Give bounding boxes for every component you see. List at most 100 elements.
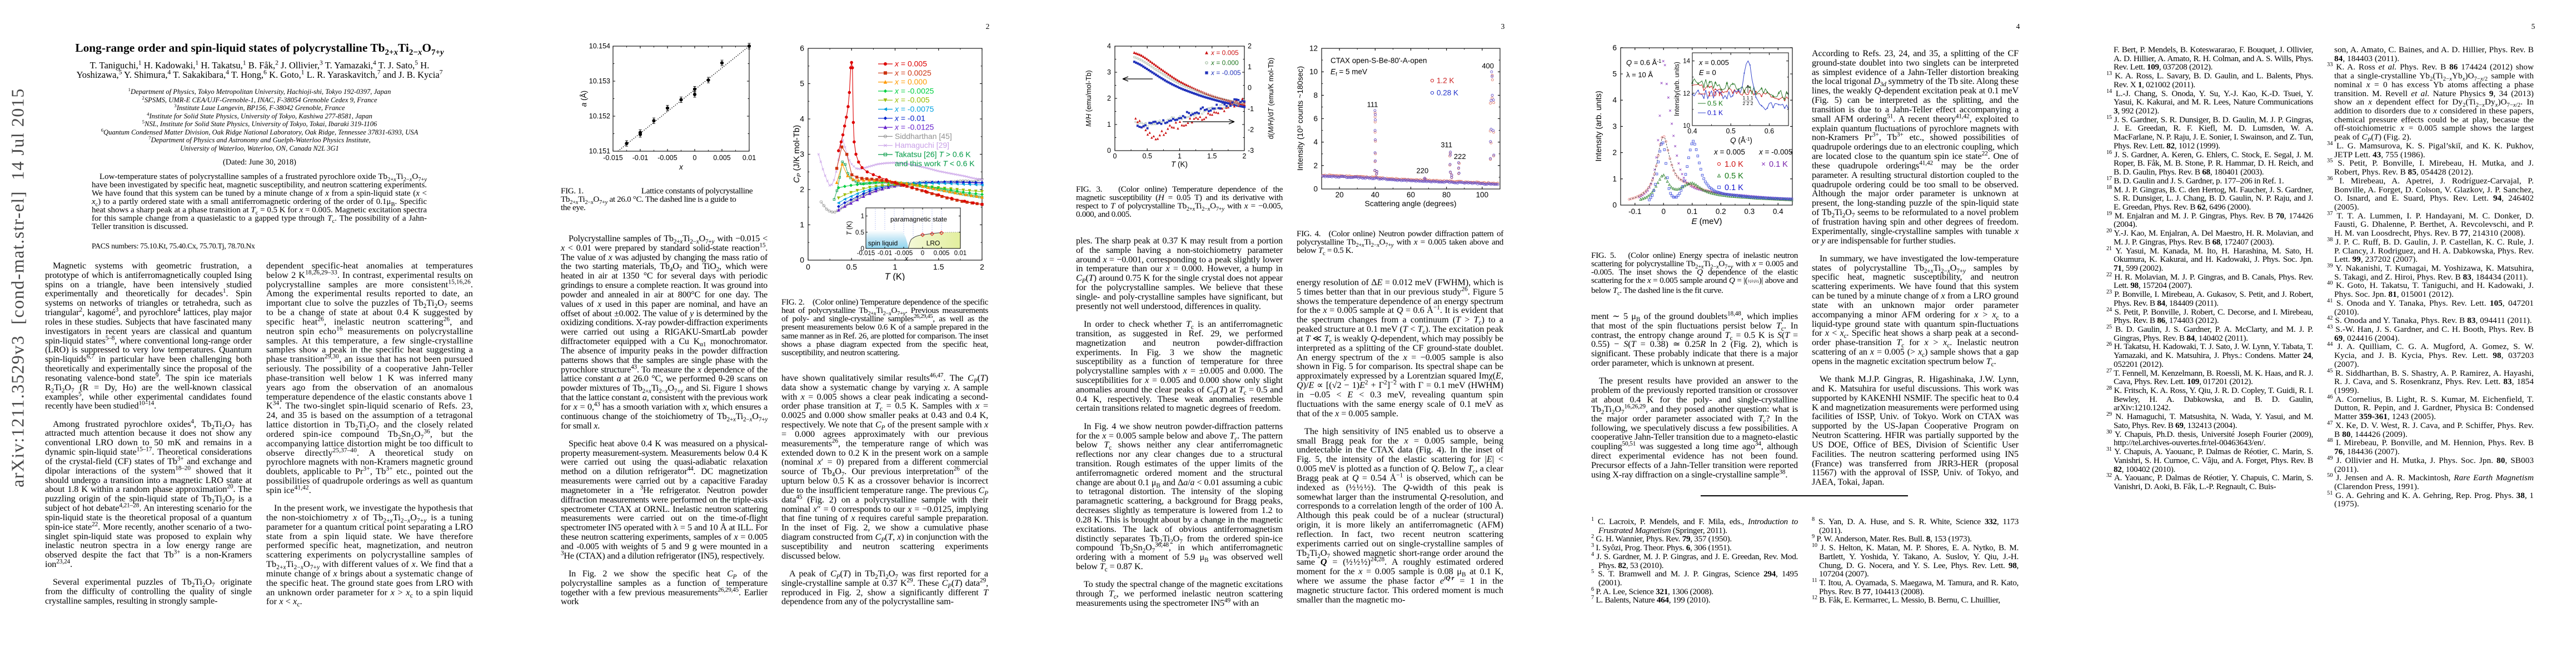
svg-text:E (meV): E (meV) xyxy=(1691,217,1722,226)
svg-text:x = 0.005: x = 0.005 xyxy=(1210,49,1239,57)
svg-text:x = -0.0075: x = -0.0075 xyxy=(894,104,934,113)
svg-text:-0.01: -0.01 xyxy=(878,250,892,257)
svg-text:10.154: 10.154 xyxy=(589,42,610,50)
svg-text:1.5: 1.5 xyxy=(1207,152,1217,160)
svg-text:20: 20 xyxy=(1336,191,1344,199)
svg-text:2: 2 xyxy=(1612,148,1617,157)
svg-text:4: 4 xyxy=(1313,138,1318,146)
svg-text:0.28 K: 0.28 K xyxy=(1437,89,1458,97)
svg-text:0.1 K: 0.1 K xyxy=(1725,183,1743,192)
svg-text:-0.015: -0.015 xyxy=(603,154,622,162)
svg-text:5: 5 xyxy=(1612,70,1617,78)
svg-text:0.5: 0.5 xyxy=(846,262,858,271)
svg-text:10.152: 10.152 xyxy=(589,112,610,120)
svg-text:a (Å): a (Å) xyxy=(580,91,588,107)
svg-text:0.3: 0.3 xyxy=(1744,207,1755,216)
svg-text:3: 3 xyxy=(800,150,804,158)
svg-text:T (K): T (K) xyxy=(1171,160,1188,168)
svg-text:x = 0.005: x = 0.005 xyxy=(1698,58,1729,67)
svg-text:Intensity(arb. units): Intensity(arb. units) xyxy=(1674,62,1681,116)
svg-text:x = -0.0125: x = -0.0125 xyxy=(894,123,934,132)
svg-text:80: 80 xyxy=(1442,191,1451,199)
svg-text:0.5: 0.5 xyxy=(855,230,864,236)
svg-text:1.0 K: 1.0 K xyxy=(1707,90,1723,98)
svg-text:x = 0.000: x = 0.000 xyxy=(894,77,927,86)
svg-text:-0.005: -0.005 xyxy=(895,250,913,257)
svg-text:T (K): T (K) xyxy=(885,272,905,281)
svg-text:and this work T < 0.6 K: and this work T < 0.6 K xyxy=(895,159,975,168)
svg-text:3: 3 xyxy=(1612,122,1617,131)
svg-text:222: 222 xyxy=(1454,152,1466,161)
svg-text:0.4: 0.4 xyxy=(1687,127,1697,135)
svg-text:2: 2 xyxy=(1248,42,1252,50)
svg-text:6: 6 xyxy=(1313,115,1318,123)
svg-text:x = 0.000: x = 0.000 xyxy=(1210,59,1239,67)
svg-text:0: 0 xyxy=(806,262,810,271)
svg-text:2 2 2: 2 2 2 xyxy=(1743,101,1753,106)
svg-text:-0.015: -0.015 xyxy=(857,250,875,257)
svg-text:0.5: 0.5 xyxy=(1143,152,1152,160)
svg-text:1 1 1: 1 1 1 xyxy=(1743,95,1753,101)
svg-text:0.5 K: 0.5 K xyxy=(1725,172,1743,181)
svg-text:x = 0.0025: x = 0.0025 xyxy=(894,68,931,77)
svg-text:T (K): T (K) xyxy=(846,221,853,236)
svg-text:paramagnetic state: paramagnetic state xyxy=(890,215,947,223)
svg-text:Takatsu [26] T > 0.6 K: Takatsu [26] T > 0.6 K xyxy=(895,150,971,159)
svg-text:Hamaguchi [29]: Hamaguchi [29] xyxy=(895,141,949,150)
svg-text:4: 4 xyxy=(1612,96,1617,104)
svg-text:-3: -3 xyxy=(1248,147,1254,155)
svg-text:x = -0.005: x = -0.005 xyxy=(1758,148,1792,156)
svg-text:0.5: 0.5 xyxy=(1726,127,1736,135)
svg-text:220: 220 xyxy=(1417,167,1429,175)
svg-text:2: 2 xyxy=(980,262,984,271)
svg-text:1: 1 xyxy=(861,213,864,220)
svg-text:0.5 K: 0.5 K xyxy=(1707,99,1723,107)
svg-text:12: 12 xyxy=(1683,91,1690,97)
svg-text:1.2 K: 1.2 K xyxy=(1437,77,1454,85)
svg-text:x: x xyxy=(679,163,684,171)
svg-text:1: 1 xyxy=(1107,121,1111,128)
svg-text:5: 5 xyxy=(800,79,804,88)
svg-text:x: x xyxy=(904,255,909,262)
svg-text:x = 0.005: x = 0.005 xyxy=(894,59,927,68)
svg-text:0: 0 xyxy=(861,246,864,252)
svg-text:0.01: 0.01 xyxy=(743,154,756,162)
svg-text:0: 0 xyxy=(1113,152,1117,160)
svg-text:6: 6 xyxy=(800,44,804,53)
svg-text:0.1: 0.1 xyxy=(1687,207,1697,216)
svg-text:0: 0 xyxy=(1612,201,1617,210)
svg-text:10.151: 10.151 xyxy=(589,147,610,155)
svg-text:M/H (emu/mol-Tb): M/H (emu/mol-Tb) xyxy=(1085,70,1093,126)
svg-text:311: 311 xyxy=(1441,141,1452,149)
svg-text:Scattering angle (degrees): Scattering angle (degrees) xyxy=(1365,199,1457,208)
svg-text:0.4: 0.4 xyxy=(1773,207,1783,216)
svg-text:1: 1 xyxy=(1248,63,1252,71)
svg-text:Ef = 5 meV: Ef = 5 meV xyxy=(1331,67,1367,77)
svg-text:x = -0.005: x = -0.005 xyxy=(894,96,930,104)
svg-text:1.0 K: 1.0 K xyxy=(1725,160,1743,169)
svg-text:0: 0 xyxy=(1107,147,1111,155)
svg-text:100: 100 xyxy=(1476,191,1489,199)
svg-text:111: 111 xyxy=(1367,100,1378,108)
svg-text:0.005: 0.005 xyxy=(934,250,950,257)
svg-text:-0.1: -0.1 xyxy=(1628,207,1641,216)
svg-text:1: 1 xyxy=(800,220,804,229)
svg-text:x = -0.01: x = -0.01 xyxy=(894,113,925,122)
svg-text:10.153: 10.153 xyxy=(589,77,610,85)
svg-text:2: 2 xyxy=(1313,161,1318,170)
svg-text:0.1 K: 0.1 K xyxy=(1769,160,1788,169)
svg-text:Siddharthan [45]: Siddharthan [45] xyxy=(895,132,952,141)
svg-text:14: 14 xyxy=(1683,58,1690,65)
svg-text:d(M/H)/dT (emu/K mol-Tb): d(M/H)/dT (emu/K mol-Tb) xyxy=(1267,58,1275,140)
svg-text:400: 400 xyxy=(1482,62,1494,70)
svg-text:x = -0.0025: x = -0.0025 xyxy=(894,86,934,95)
svg-text:Q (Å-1): Q (Å-1) xyxy=(1730,136,1752,145)
svg-text:1: 1 xyxy=(893,262,898,271)
svg-text:-2: -2 xyxy=(1248,126,1254,133)
svg-text:1: 1 xyxy=(1178,152,1182,160)
svg-text:CP (J/K mol-Tb): CP (J/K mol-Tb) xyxy=(792,125,803,183)
svg-text:0.1 K: 0.1 K xyxy=(1707,109,1723,117)
svg-text:0.6: 0.6 xyxy=(1765,127,1774,135)
svg-text:2: 2 xyxy=(800,185,804,194)
svg-text:0: 0 xyxy=(1313,185,1318,193)
